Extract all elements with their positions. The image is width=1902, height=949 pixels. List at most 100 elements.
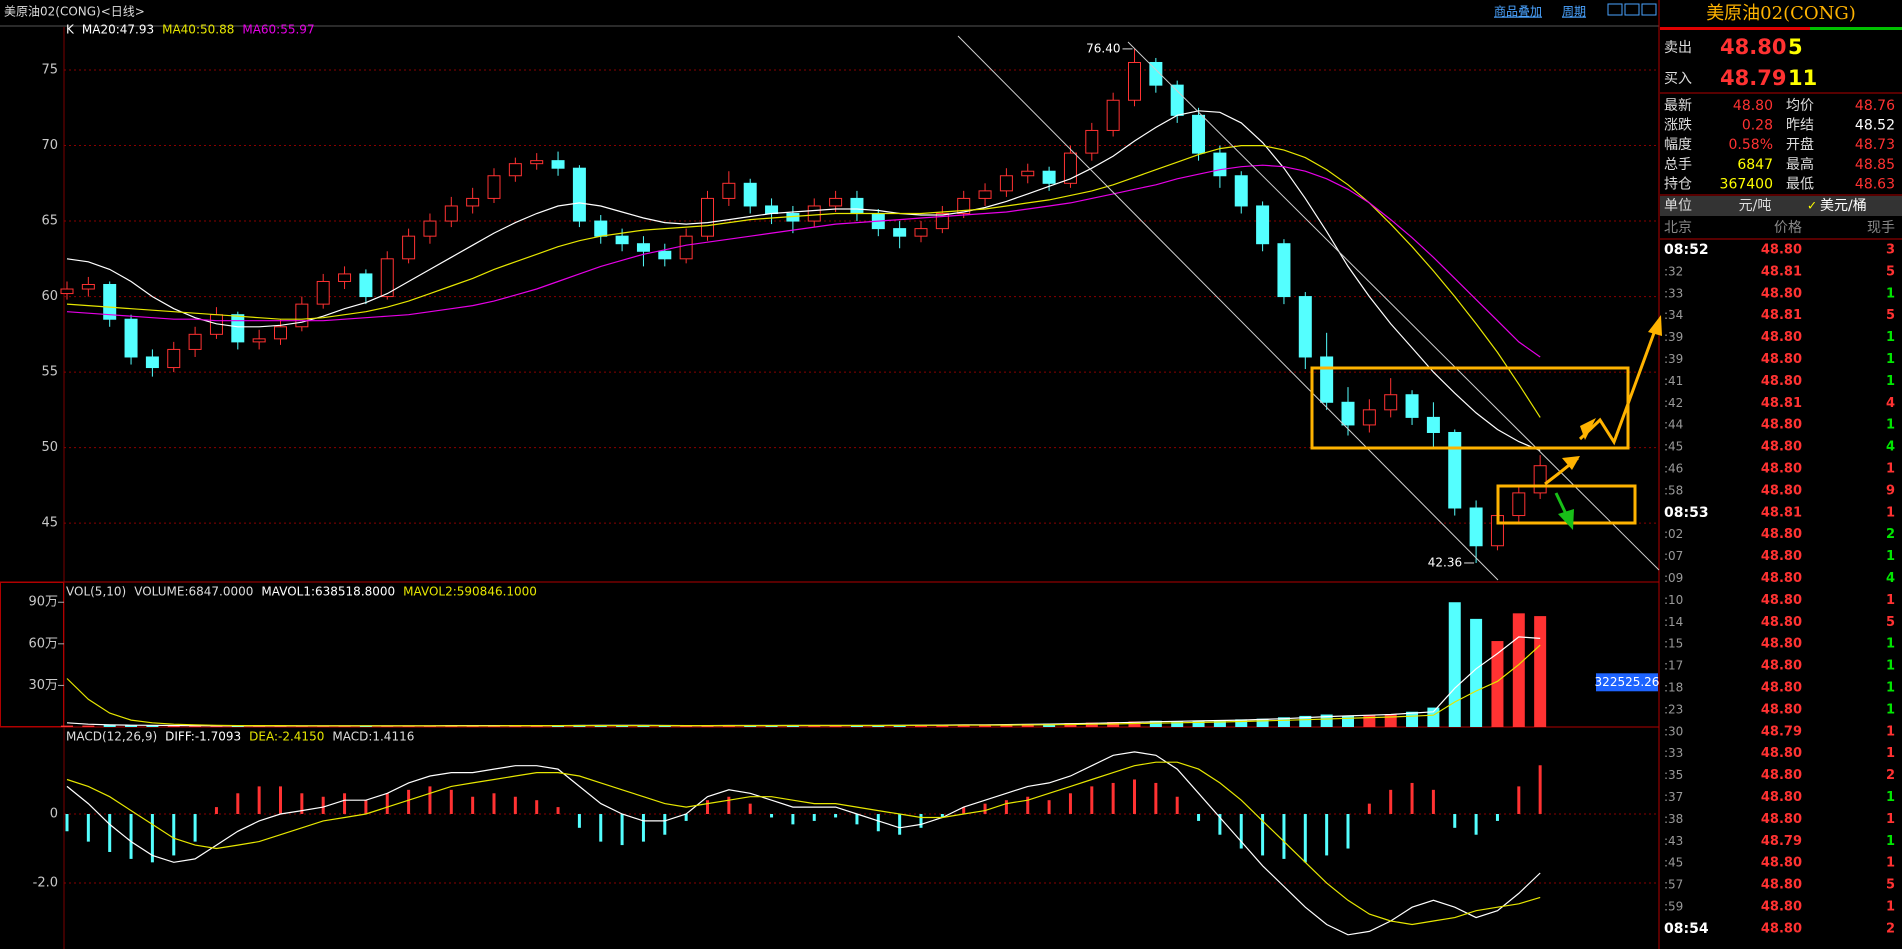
trade-volume: 1 — [1886, 681, 1895, 696]
candle-body — [658, 250, 672, 260]
trade-time: :33 — [1664, 746, 1683, 760]
candle-body — [893, 228, 907, 237]
candle-body — [530, 160, 544, 165]
trade-price: 48.80 — [1761, 483, 1802, 498]
drawn-annotations — [957, 35, 1662, 581]
trade-time: :07 — [1664, 549, 1683, 563]
trade-price: 48.79 — [1761, 834, 1802, 849]
column-header: 现手 — [1867, 220, 1895, 236]
window-buttons[interactable] — [1607, 3, 1657, 16]
candle-body — [1298, 296, 1312, 358]
volume-bar — [829, 725, 842, 727]
indicator-line — [66, 164, 1541, 358]
volume-bar — [274, 726, 287, 727]
period-link[interactable]: 周期 — [1562, 5, 1586, 19]
candle-body — [765, 205, 779, 215]
candle-body — [508, 163, 522, 177]
stat-label: 幅度 — [1664, 137, 1692, 153]
candle-body — [1085, 129, 1099, 154]
candle-body — [274, 326, 287, 340]
candle-body — [978, 190, 992, 199]
stat-value: 6847 — [1737, 157, 1773, 173]
trade-price: 48.80 — [1761, 330, 1802, 345]
candle-body — [316, 280, 330, 305]
stat-value: 48.52 — [1855, 118, 1895, 134]
legend-entry: MAVOL2:590846.1000 — [403, 585, 537, 599]
trade-volume: 1 — [1886, 834, 1895, 849]
trade-price: 48.80 — [1761, 790, 1802, 805]
candle-body — [1533, 465, 1547, 494]
candle-body — [359, 273, 373, 298]
volume-bar — [1363, 715, 1376, 727]
trade-volume: 4 — [1886, 571, 1895, 586]
trade-time: :39 — [1664, 352, 1683, 366]
side-size: 5 — [1788, 35, 1803, 59]
trade-volume: 1 — [1886, 286, 1895, 301]
stat-label: 最低 — [1786, 176, 1814, 192]
trade-time: :33 — [1664, 286, 1683, 300]
trade-volume: 4 — [1886, 396, 1895, 411]
side-price: 48.79 — [1720, 66, 1786, 90]
candle-body — [807, 205, 821, 222]
side-price: 48.80 — [1720, 35, 1786, 59]
candle-body — [829, 197, 843, 207]
stat-label: 涨跌 — [1664, 118, 1692, 134]
trade-volume: 5 — [1886, 878, 1895, 893]
trade-volume: 5 — [1886, 264, 1895, 279]
trade-price: 48.80 — [1761, 878, 1802, 893]
trade-volume: 1 — [1886, 549, 1895, 564]
volume-bar — [1192, 720, 1205, 727]
stat-value: 0.58% — [1729, 137, 1773, 153]
legend-entry: DIFF:-1.7093 — [165, 730, 241, 744]
trade-time: :37 — [1664, 790, 1683, 804]
vol-axis-frame — [0, 582, 64, 727]
trade-price: 48.80 — [1761, 527, 1802, 542]
volume-bar — [82, 725, 95, 727]
candle-body — [850, 197, 864, 215]
volume-bar — [1213, 720, 1226, 727]
trade-price: 48.80 — [1761, 352, 1802, 367]
candle-body — [1426, 416, 1440, 433]
trade-time: :10 — [1664, 593, 1683, 607]
unit-option[interactable]: 美元/桶 — [1820, 198, 1867, 214]
trade-time: :43 — [1664, 834, 1683, 848]
volume-bar — [530, 725, 543, 727]
volume-bar — [616, 725, 629, 727]
stat-label: 均价 — [1786, 98, 1814, 114]
y-tick-label: 65 — [41, 214, 58, 229]
overlay-link[interactable]: 商品叠加 — [1494, 4, 1542, 19]
unit-option[interactable]: 元/吨 — [1739, 198, 1772, 214]
candle-body — [1512, 492, 1526, 517]
trade-price: 48.80 — [1761, 374, 1802, 389]
candle-body — [572, 167, 586, 222]
last-value-box — [1596, 673, 1658, 692]
trade-volume: 1 — [1886, 724, 1895, 739]
candle-body — [1448, 431, 1462, 509]
quote-title: 美原油02(CONG) — [1706, 3, 1856, 24]
candle-body — [466, 197, 480, 207]
candle-body — [124, 318, 138, 358]
trade-price: 48.80 — [1761, 812, 1802, 827]
volume-bar — [658, 725, 671, 727]
candle-body — [914, 228, 928, 237]
trade-price: 48.80 — [1761, 462, 1802, 477]
trade-time: :15 — [1664, 637, 1683, 651]
trade-volume: 1 — [1886, 505, 1895, 520]
trade-volume: 1 — [1886, 900, 1895, 915]
trade-price: 48.80 — [1761, 637, 1802, 652]
trade-price: 48.80 — [1761, 571, 1802, 586]
volume-bar — [1128, 721, 1141, 727]
legend-entry: K — [66, 23, 75, 37]
candle-body — [594, 220, 608, 237]
trade-time: :45 — [1664, 856, 1683, 870]
side-label: 卖出 — [1664, 40, 1692, 56]
trade-time: :42 — [1664, 396, 1683, 410]
trade-time: :34 — [1664, 308, 1683, 322]
column-header: 价格 — [1774, 220, 1802, 236]
trade-price: 48.80 — [1761, 659, 1802, 674]
trade-volume: 1 — [1886, 330, 1895, 345]
candle-body — [1128, 61, 1141, 101]
candle-body — [701, 197, 714, 237]
last-value-label: 322525.26 — [1595, 675, 1660, 689]
